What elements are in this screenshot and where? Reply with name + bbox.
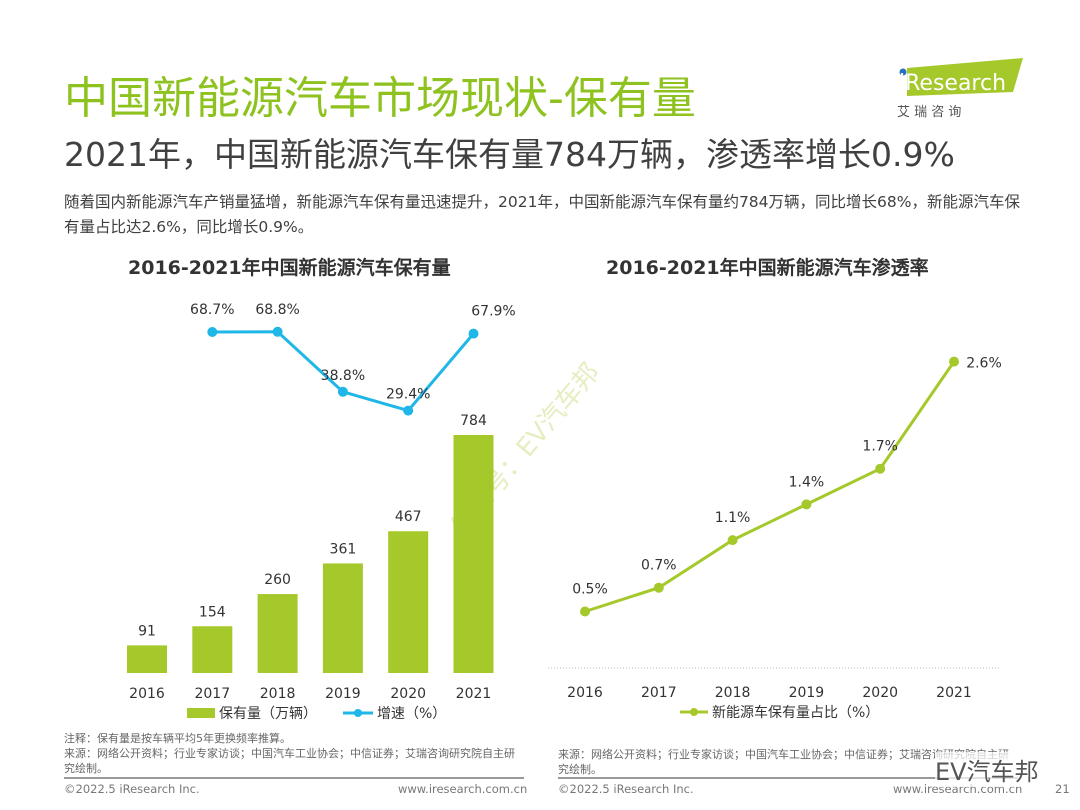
source-left: 来源：网络公开资料；行业专家访谈；中国汽车工业协会；中信证券；艾瑞咨询研究院自主…: [64, 747, 515, 775]
growth-label: 38.8%: [321, 368, 365, 384]
legend-line-label: 增速（%）: [377, 706, 446, 722]
bar: [388, 531, 429, 673]
growth-point: [337, 386, 348, 397]
note: 注释：保有量是按车辆平均5年更换频率推算。: [64, 732, 291, 745]
x-tick-label: 2016: [129, 686, 165, 702]
share-point: [949, 356, 959, 367]
x-tick-label: 2019: [325, 686, 361, 702]
x-tick-label: 2017: [194, 686, 230, 702]
copyright: ©2022.5 iResearch Inc.: [64, 782, 200, 796]
chart2-title: 2016-2021年中国新能源汽车渗透率: [606, 257, 929, 279]
share-label: 0.5%: [572, 582, 608, 598]
description: 随着国内新能源汽车产销量猛增，新能源汽车保有量迅速提升，2021年，中国新能源汽…: [64, 193, 1020, 236]
chart1-title: 2016-2021年中国新能源汽车保有量: [128, 257, 451, 279]
share-point: [580, 606, 590, 617]
bar: [127, 645, 167, 673]
bar-label: 260: [264, 572, 291, 588]
x-tick-label: 2021: [936, 685, 972, 701]
x-tick-label: 2021: [456, 686, 492, 702]
bar-label: 154: [199, 604, 226, 620]
growth-point: [403, 405, 414, 416]
legend-line-label: 新能源车保有量占比（%）: [712, 704, 879, 721]
growth-label: 29.4%: [386, 387, 430, 403]
legend-bar-swatch: [187, 708, 215, 718]
growth-label: 68.7%: [190, 302, 234, 318]
share-label: 1.7%: [862, 439, 898, 455]
x-tick-label: 2020: [862, 685, 898, 701]
legend-line-marker: [690, 708, 698, 716]
x-tick-label: 2017: [641, 685, 677, 701]
logo-sub: 艾 瑞 咨 询: [897, 105, 961, 120]
copyright: ©2022.5 iResearch Inc.: [558, 782, 694, 796]
x-tick-label: 2020: [390, 686, 426, 702]
share-line: [584, 360, 956, 613]
divider: [558, 777, 1018, 779]
growth-point: [468, 328, 479, 339]
share-point: [801, 499, 812, 510]
page-subtitle: 2021年，中国新能源汽车保有量784万辆，渗透率增长0.9%: [64, 135, 955, 174]
divider: [64, 777, 524, 779]
bar-label: 361: [330, 541, 357, 557]
source-right: 来源：网络公开资料；行业专家访谈；中国汽车工业协会；中信证券；艾瑞咨询研究院自主…: [558, 748, 1009, 776]
legend-bar-label: 保有量（万辆）: [219, 706, 317, 722]
bar-label: 91: [138, 623, 156, 639]
share-point: [727, 535, 738, 546]
growth-label: 68.8%: [255, 302, 299, 318]
growth-label: 67.9%: [471, 304, 515, 320]
share-label: 0.7%: [641, 558, 677, 574]
url: www.iresearch.com.cn: [398, 782, 528, 796]
share-label: 1.4%: [789, 474, 825, 490]
bar: [322, 563, 363, 673]
x-tick-label: 2016: [567, 685, 603, 701]
bar: [453, 435, 494, 673]
share-label: 1.1%: [715, 510, 751, 526]
x-tick-label: 2019: [789, 685, 825, 701]
iresearch-logo: iResearch 艾 瑞 咨 询: [895, 58, 1025, 120]
share-point: [875, 463, 886, 474]
growth-point: [272, 326, 283, 337]
logo-text: iResearch: [899, 71, 1006, 96]
bar-label: 467: [395, 509, 422, 525]
bar-label: 784: [460, 413, 487, 429]
share-label: 2.6%: [966, 356, 1002, 372]
page-title: 中国新能源汽车市场现状-保有量: [64, 73, 696, 124]
x-tick-label: 2018: [260, 686, 296, 702]
legend-line-marker: [354, 709, 362, 717]
bar: [257, 594, 298, 673]
page-number: 21: [1055, 782, 1070, 796]
bar: [192, 626, 233, 673]
share-point: [653, 582, 664, 593]
x-tick-label: 2018: [715, 685, 751, 701]
growth-point: [207, 327, 218, 337]
watermark-logo: EV汽车邦: [935, 752, 1039, 787]
